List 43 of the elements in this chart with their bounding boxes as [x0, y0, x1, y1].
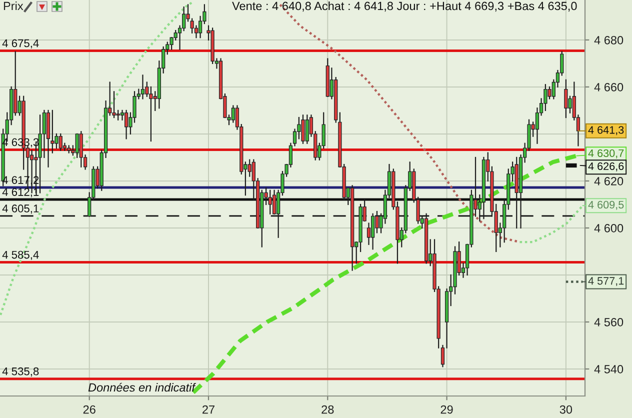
y-axis-title: Prix — [4, 2, 24, 10]
y-tick-label: 4 680 — [594, 36, 624, 44]
candlestick — [370, 213, 375, 250]
line-series — [0, 1, 194, 316]
y-tick-label: 4 620 — [594, 176, 624, 186]
y-tick-label: 4 540 — [594, 365, 624, 374]
x-tick-label: 28 — [322, 405, 334, 414]
y-tick-label: 4 600 — [594, 224, 624, 232]
ref-line-label: 4 535,8 — [2, 367, 39, 377]
candlestick — [75, 133, 79, 158]
x-tick-label: 30 — [560, 405, 572, 414]
candlestick — [42, 110, 46, 158]
annotation: 4 577,1 — [588, 277, 624, 286]
y-tick-label: 4 560 — [594, 318, 624, 326]
x-tick-label: 29 — [440, 405, 453, 414]
ref-line-label: 4 612,1 — [2, 188, 39, 198]
candlestick — [305, 114, 309, 144]
candlestick — [14, 51, 18, 116]
candlestick — [544, 84, 548, 112]
annotation: 4 626,6 — [588, 162, 624, 172]
x-tick-label: 27 — [202, 405, 214, 414]
annotation: 4 641,3 — [588, 126, 624, 136]
ref-line-label: 4 605,1 — [2, 204, 39, 214]
candlestick — [58, 133, 62, 151]
annotation: Données en indicatif — [88, 382, 196, 392]
candlestick — [124, 110, 128, 140]
candlestick — [116, 110, 120, 120]
annotation: 4 630,7 — [588, 149, 624, 158]
candlestick — [564, 79, 568, 118]
ref-line-label: 4 585,4 — [2, 250, 39, 260]
candlestick — [194, 25, 198, 38]
candlestick — [198, 16, 202, 38]
candlestick — [268, 190, 272, 214]
annotation: 4 609,5 — [588, 200, 624, 210]
ref-line-label: 4 675,4 — [2, 39, 39, 48]
candlestick — [140, 74, 145, 100]
candlestick — [79, 131, 83, 168]
candlestick — [272, 190, 276, 214]
x-tick-label: 26 — [83, 405, 96, 414]
y-tick-label: 4 660 — [594, 82, 624, 92]
chart-title: Vente : 4 640,8 Achat : 4 641,8 Jour : +Haut 4 669,3 +Bas 4 635,0 — [232, 2, 577, 12]
candlestick — [375, 210, 379, 234]
candlestick — [301, 114, 305, 144]
